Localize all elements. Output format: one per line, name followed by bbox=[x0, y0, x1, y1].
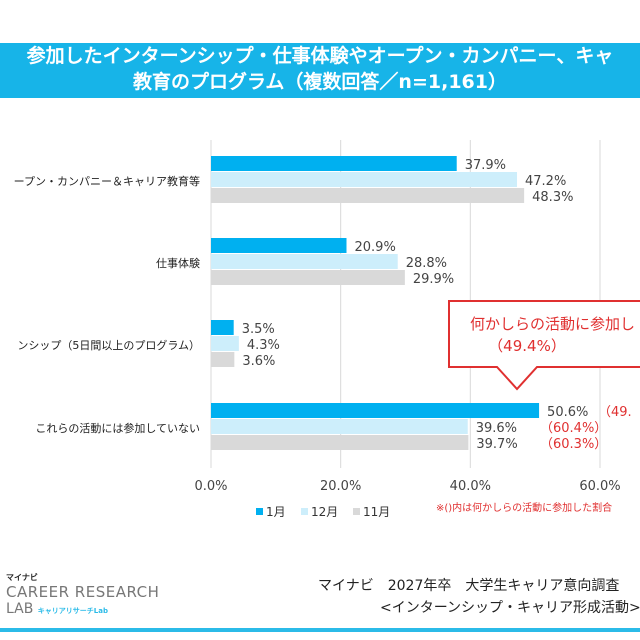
data-label: 48.3% bbox=[532, 190, 573, 205]
data-label: 39.7% bbox=[476, 437, 517, 452]
footer-subtitle: <インターンシップ・キャリア形成活動> bbox=[380, 600, 640, 616]
category-label: これらの活動には参加していない bbox=[35, 421, 200, 435]
logo-brand-main: CAREER RESEARCH bbox=[6, 583, 160, 601]
participated-label: （60.4%） bbox=[540, 421, 607, 436]
bar-12月 bbox=[211, 254, 398, 269]
logo-lab: LAB bbox=[6, 601, 34, 617]
legend-swatch-12月 bbox=[301, 508, 308, 515]
footer-title: マイナビ 2027年卒 大学生キャリア意向調査 bbox=[318, 578, 620, 594]
legend-label: 12月 bbox=[311, 505, 338, 519]
bar-1月 bbox=[211, 238, 347, 253]
data-label: 4.3% bbox=[247, 338, 280, 353]
logo-sub: キャリアリサーチLab bbox=[37, 607, 108, 615]
bar-12月 bbox=[211, 336, 239, 351]
career-research-lab-logo: マイナビ CAREER RESEARCH LAB キャリアリサーチLab bbox=[6, 572, 159, 617]
data-label: 37.9% bbox=[465, 158, 506, 173]
bar-11月 bbox=[211, 352, 235, 367]
title-line-2: 教育のプログラム（複数回答／n=1,161） bbox=[133, 71, 507, 93]
bar-11月 bbox=[211, 435, 469, 450]
callout-box bbox=[448, 300, 640, 391]
x-tick-label: 20.0% bbox=[320, 479, 361, 494]
data-label: 50.6% bbox=[547, 405, 588, 420]
chart-title: 参加したインターンシップ・仕事体験やオープン・カンパニー、キャ 教育のプログラム… bbox=[0, 43, 640, 98]
logo-brand-small: マイナビ bbox=[6, 573, 38, 582]
data-label: 28.8% bbox=[406, 256, 447, 271]
bar-1月 bbox=[211, 156, 457, 171]
legend-swatch-1月 bbox=[256, 508, 263, 515]
category-label: 仕事体験 bbox=[156, 256, 200, 270]
bar-12月 bbox=[211, 172, 518, 187]
x-tick-label: 0.0% bbox=[194, 479, 227, 494]
bar-11月 bbox=[211, 188, 525, 203]
data-label: 3.6% bbox=[242, 354, 275, 369]
data-label: 47.2% bbox=[525, 174, 566, 189]
bar-1月 bbox=[211, 320, 234, 335]
bar-11月 bbox=[211, 270, 405, 285]
data-label: 3.5% bbox=[242, 322, 275, 337]
x-tick-label: 60.0% bbox=[579, 479, 620, 494]
data-label: 29.9% bbox=[413, 272, 454, 287]
footnote: ※()内は何かしらの活動に参加した割合 bbox=[436, 501, 612, 514]
x-tick-label: 40.0% bbox=[450, 479, 491, 494]
title-line-1: 参加したインターンシップ・仕事体験やオープン・カンパニー、キャ bbox=[26, 45, 614, 67]
category-label: ープン・カンパニー＆キャリア教育等 bbox=[14, 174, 200, 188]
bottom-rule bbox=[0, 628, 640, 632]
data-label: 20.9% bbox=[355, 240, 396, 255]
legend-swatch-11月 bbox=[353, 508, 360, 515]
legend-label: 1月 bbox=[266, 505, 286, 519]
bar-12月 bbox=[211, 419, 468, 434]
legend-label: 11月 bbox=[363, 505, 390, 519]
participated-label: （60.3%） bbox=[540, 437, 607, 452]
callout-text: 何かしらの活動に参加し bbox=[470, 315, 635, 333]
callout-value: （49.4%） bbox=[488, 337, 566, 355]
bar-1月 bbox=[211, 403, 540, 418]
participated-label: （49. bbox=[598, 405, 632, 420]
data-label: 39.6% bbox=[476, 421, 517, 436]
category-label: ンシップ（5日間以上のプログラム） bbox=[17, 338, 200, 352]
